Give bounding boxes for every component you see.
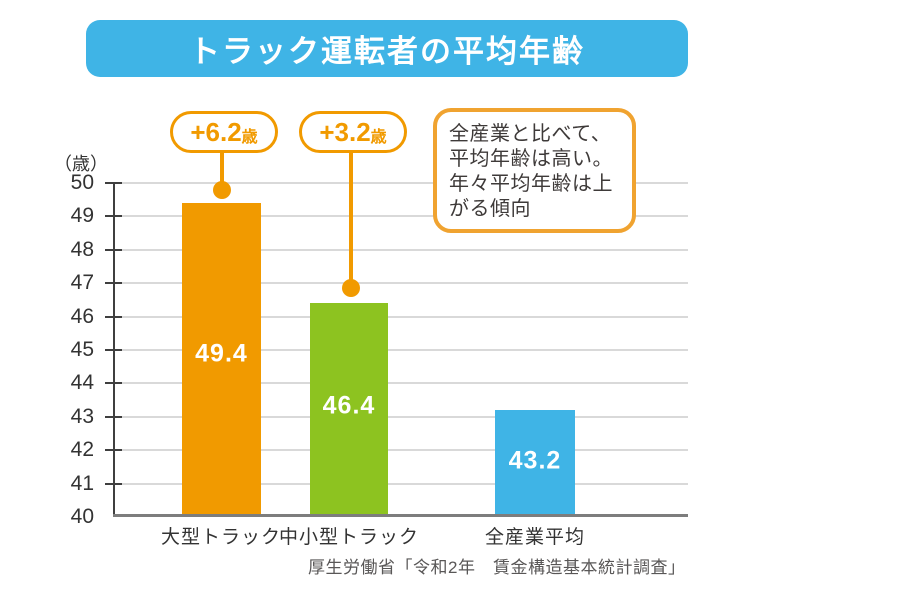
- bar-all-industry-average: 43.2: [495, 410, 575, 517]
- bar-value-large-truck: 49.4: [195, 339, 248, 368]
- callout-value: +3.2: [319, 116, 371, 147]
- y-axis-unit-label: （歳）: [54, 154, 108, 174]
- y-axis-tick: [105, 349, 122, 351]
- callout-unit: 歳: [370, 129, 387, 146]
- y-tick-label: 48: [70, 237, 94, 261]
- gridline: [113, 182, 688, 184]
- note-line: 年々平均年齢は上: [449, 173, 613, 195]
- gridline: [113, 449, 688, 452]
- bar-value-all-industry-average: 43.2: [508, 446, 562, 475]
- note-line: 平均年齢は高い。: [449, 148, 613, 170]
- y-axis-tick: [105, 215, 122, 218]
- annotation-note-box: 全産業と比べて、 平均年齢は高い。 年々平均年齢は上 がる傾向: [433, 108, 636, 233]
- note-line: 全産業と比べて、: [449, 123, 612, 145]
- gridline: [113, 349, 688, 351]
- x-label-large-truck: 大型トラック: [160, 527, 281, 548]
- callout-plus-3-2: +3.2 歳: [299, 111, 407, 153]
- chart-title-banner: トラック運転者の平均年齢: [86, 20, 688, 77]
- y-axis-tick: [105, 315, 122, 318]
- gridline: [113, 315, 688, 318]
- gridline: [113, 248, 688, 251]
- y-tick-label: 44: [70, 371, 94, 395]
- y-axis-tick: [105, 282, 122, 285]
- y-axis-tick: [105, 482, 122, 485]
- callout-unit: 歳: [241, 129, 258, 146]
- gridline: [113, 215, 688, 218]
- y-axis-tick: [105, 382, 122, 385]
- y-tick-label: 49: [70, 204, 94, 228]
- y-axis-tick: [105, 415, 122, 418]
- y-axis-tick: [105, 182, 122, 184]
- y-axis-labels: 50 49 48 47 46 45 44 43 42 41 40: [48, 171, 104, 528]
- callout-connector-large-truck: [220, 150, 224, 190]
- y-tick-label: 47: [70, 271, 94, 295]
- y-tick-label: 43: [70, 404, 94, 428]
- x-label-small-medium-truck: 中小型トラック: [278, 527, 419, 548]
- bar-value-small-medium-truck: 46.4: [322, 391, 376, 420]
- callout-dot-small-medium-truck: [342, 279, 360, 297]
- callout-connector-small-medium-truck: [349, 150, 353, 288]
- gridline: [113, 415, 688, 418]
- y-axis-tick: [105, 248, 122, 251]
- y-tick-label: 41: [70, 471, 94, 495]
- chart-title: トラック運転者の平均年齢: [189, 34, 585, 69]
- x-label-all-industry-average: 全産業平均: [484, 527, 585, 548]
- gridline: [113, 282, 688, 285]
- y-tick-label: 40: [70, 505, 94, 528]
- gridline: [113, 382, 688, 385]
- bar-small-medium-truck: 46.4: [310, 303, 388, 517]
- callout-value: +6.2: [190, 116, 242, 147]
- y-tick-label: 42: [70, 438, 94, 462]
- y-tick-label: 46: [70, 304, 94, 328]
- bar-large-truck: 49.4: [182, 203, 261, 517]
- callout-dot-large-truck: [213, 181, 231, 199]
- y-tick-label: 45: [70, 338, 94, 361]
- gridline: [113, 482, 688, 485]
- x-axis-line: [113, 514, 688, 517]
- source-citation: 厚生労働省「令和2年 賃金構造基本統計調査」: [308, 558, 686, 577]
- y-axis-tick: [105, 449, 122, 452]
- note-line: がる傾向: [449, 198, 531, 220]
- plot-area: 49.4 46.4 43.2: [105, 182, 688, 517]
- y-tick-label: 50: [70, 171, 94, 194]
- callout-plus-6-2: +6.2 歳: [170, 111, 278, 153]
